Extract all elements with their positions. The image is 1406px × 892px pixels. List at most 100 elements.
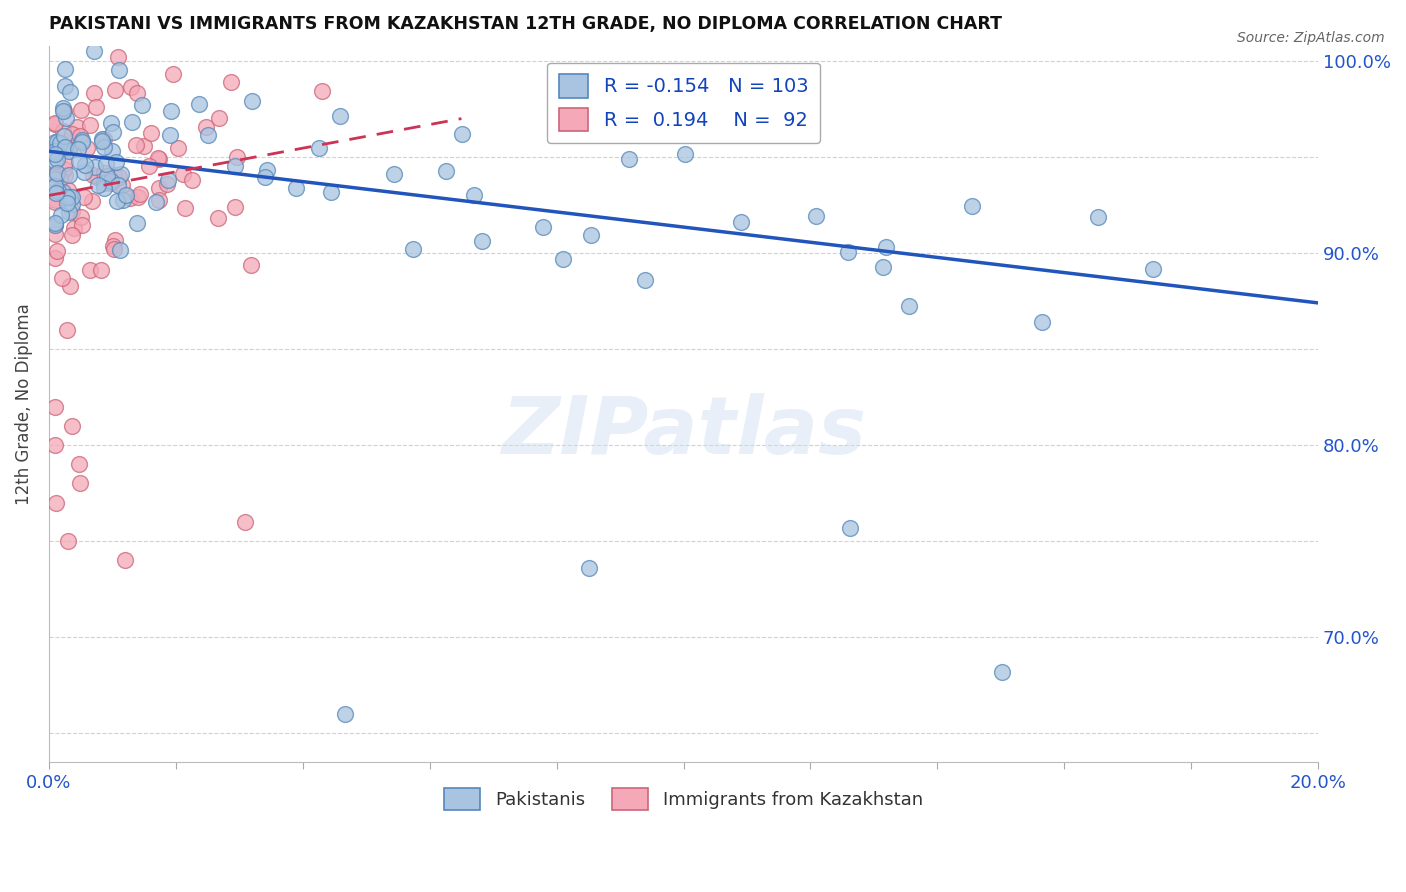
Point <box>146 152 169 166</box>
Point <box>197 128 219 142</box>
Point <box>45 136 67 150</box>
Text: Source: ZipAtlas.com: Source: ZipAtlas.com <box>1237 31 1385 45</box>
Point <box>46 152 69 166</box>
Point <box>59 191 82 205</box>
Point <box>44 438 66 452</box>
Point <box>471 234 494 248</box>
Point <box>91 134 114 148</box>
Point <box>110 167 132 181</box>
Point <box>44 168 66 182</box>
Point <box>69 128 91 143</box>
Point <box>160 103 183 118</box>
Point <box>46 244 69 258</box>
Point <box>104 154 127 169</box>
Point <box>148 180 170 194</box>
Y-axis label: 12th Grade, No Diploma: 12th Grade, No Diploma <box>15 303 32 505</box>
Point <box>991 665 1014 679</box>
Point <box>839 520 862 534</box>
Point <box>131 98 153 112</box>
Point <box>60 190 83 204</box>
Point <box>208 111 231 125</box>
Point <box>58 204 80 219</box>
Point <box>44 144 66 158</box>
Point <box>101 125 124 139</box>
Point <box>207 211 229 226</box>
Point <box>60 127 83 141</box>
Point <box>450 127 472 141</box>
Point <box>108 243 131 257</box>
Point <box>162 67 184 81</box>
Point <box>44 172 66 186</box>
Point <box>329 109 352 123</box>
Point <box>49 136 72 151</box>
Point <box>59 279 82 293</box>
Point <box>55 111 77 125</box>
Point <box>45 186 67 200</box>
Point <box>311 84 333 98</box>
Point <box>578 561 600 575</box>
Point <box>463 188 485 202</box>
Point <box>434 164 457 178</box>
Point <box>960 199 983 213</box>
Point <box>44 135 66 149</box>
Point <box>83 160 105 174</box>
Point <box>83 45 105 59</box>
Point <box>53 62 76 76</box>
Point <box>159 128 181 142</box>
Point <box>551 252 574 267</box>
Point <box>837 244 859 259</box>
Point <box>93 176 115 190</box>
Point <box>134 139 156 153</box>
Point <box>90 263 112 277</box>
Point <box>53 139 76 153</box>
Point <box>100 177 122 191</box>
Point <box>53 168 76 182</box>
Point <box>129 187 152 202</box>
Point <box>44 146 66 161</box>
Point <box>898 299 921 313</box>
Point <box>730 215 752 229</box>
Point <box>166 141 188 155</box>
Point <box>127 190 149 204</box>
Point <box>148 193 170 207</box>
Legend: Pakistanis, Immigrants from Kazakhstan: Pakistanis, Immigrants from Kazakhstan <box>437 780 929 817</box>
Point <box>45 167 67 181</box>
Point <box>673 147 696 161</box>
Point <box>53 161 76 176</box>
Point <box>60 197 83 211</box>
Point <box>45 193 67 207</box>
Point <box>93 181 115 195</box>
Point <box>82 194 104 208</box>
Point <box>103 168 125 182</box>
Point <box>108 62 131 77</box>
Point <box>44 400 66 414</box>
Point <box>104 233 127 247</box>
Point <box>53 128 76 143</box>
Point <box>44 153 66 168</box>
Point <box>44 145 66 160</box>
Point <box>111 178 134 192</box>
Point <box>52 101 75 115</box>
Point <box>84 100 107 114</box>
Point <box>67 457 90 471</box>
Point <box>66 142 89 156</box>
Point <box>44 116 66 130</box>
Point <box>45 495 67 509</box>
Point <box>319 186 342 200</box>
Point <box>104 83 127 97</box>
Point <box>138 159 160 173</box>
Point <box>93 165 115 179</box>
Point <box>101 239 124 253</box>
Point <box>76 141 98 155</box>
Point <box>172 167 194 181</box>
Point <box>1031 315 1053 329</box>
Point <box>256 162 278 177</box>
Point <box>56 533 79 548</box>
Point <box>872 260 894 274</box>
Point <box>114 553 136 567</box>
Point <box>100 174 122 188</box>
Point <box>804 209 827 223</box>
Point <box>51 271 73 285</box>
Point <box>107 169 129 184</box>
Point <box>121 115 143 129</box>
